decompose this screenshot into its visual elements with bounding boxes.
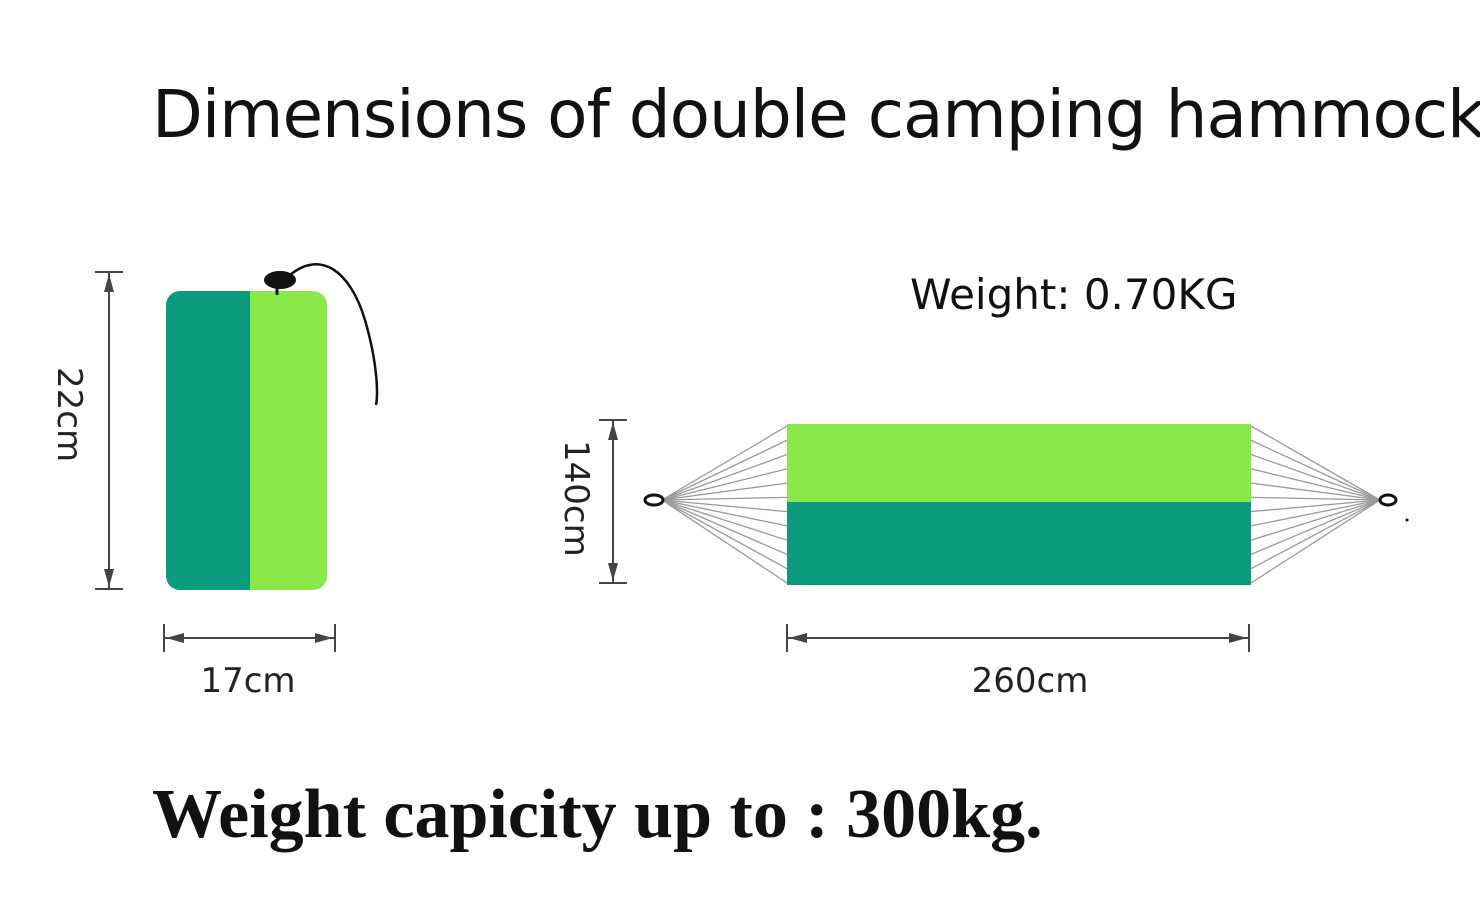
rope-line [661, 499, 788, 527]
right-hanging-ring-icon [1378, 493, 1398, 507]
rope-line [1250, 499, 1381, 556]
rope-line [661, 453, 788, 501]
rope-line [1250, 468, 1381, 501]
rope-line [1250, 499, 1381, 584]
rope-line [661, 499, 788, 556]
rope-line [661, 499, 788, 541]
pouch-width-dimension: 17cm [163, 624, 336, 701]
hammock-length-dimension: 260cm [786, 624, 1250, 701]
rope-line [1250, 499, 1381, 513]
weight-label: Weight: 0.70KG [910, 270, 1238, 319]
rope-line [661, 499, 788, 584]
rope-line [661, 499, 788, 570]
rope-line [1250, 499, 1381, 527]
hammock [643, 424, 1409, 585]
rope-line [1250, 496, 1381, 501]
diagram-title: Dimensions of double camping hammock [152, 76, 1480, 153]
drawstring-cord [289, 263, 379, 406]
rope-end-dot [1405, 518, 1409, 522]
pouch-width-label: 17cm [200, 661, 295, 701]
rope-line [1250, 499, 1381, 570]
rope-line [1250, 482, 1381, 501]
hammock-length-label: 260cm [972, 661, 1089, 701]
hammock-light-band [787, 424, 1251, 502]
hammock-ropes [661, 425, 1381, 584]
rope-line [661, 468, 788, 501]
rope-line [661, 496, 788, 501]
rope-line [661, 425, 788, 501]
hammock-height-dimension: 140cm [556, 419, 627, 584]
packed-pouch [166, 263, 379, 590]
pouch-light-fill [250, 291, 290, 590]
rope-line [1250, 453, 1381, 501]
rope-line [661, 499, 788, 513]
rope-line [1250, 439, 1381, 501]
pouch-height-label: 22cm [49, 367, 89, 462]
rope-line [661, 439, 788, 501]
hammock-dark-band [787, 502, 1251, 585]
rope-line [1250, 499, 1381, 541]
hammock-height-label: 140cm [556, 440, 596, 557]
left-hanging-ring-icon [643, 493, 665, 507]
drawstring-toggle-icon [264, 271, 296, 289]
capacity-label: Weight capicity up to : 300kg. [152, 776, 1043, 853]
rope-line [661, 482, 788, 501]
pouch-dark-fill [200, 291, 250, 590]
pouch-height-dimension: 22cm [49, 271, 123, 590]
rope-line [1250, 425, 1381, 501]
